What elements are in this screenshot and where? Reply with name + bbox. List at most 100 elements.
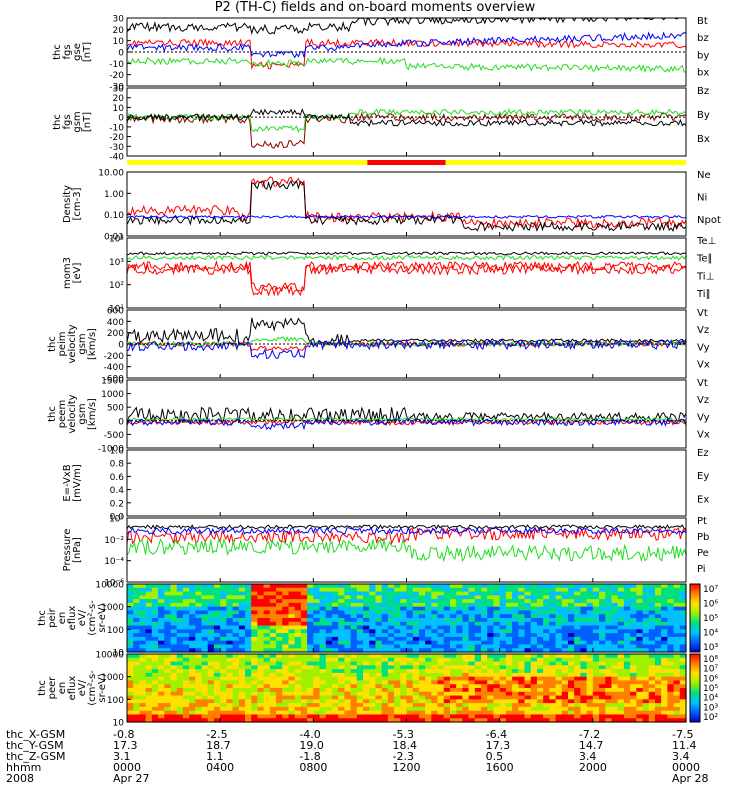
heatmap-cell — [679, 672, 687, 678]
heatmap-cell — [232, 684, 240, 689]
heatmap-cell — [182, 610, 190, 615]
heatmap-cell — [636, 676, 644, 682]
heatmap-cell — [151, 595, 159, 600]
heatmap-cell — [418, 657, 426, 663]
heatmap-cell — [567, 629, 575, 634]
heatmap-cell — [182, 614, 190, 619]
heatmap-cell — [567, 654, 575, 659]
heatmap-cell — [487, 676, 495, 682]
heatmap-cell — [456, 695, 463, 700]
heatmap-cell — [636, 629, 644, 634]
heatmap-cell — [493, 665, 501, 670]
heatmap-cell — [456, 602, 463, 608]
heatmap-cell — [313, 684, 321, 689]
heatmap-cell — [530, 591, 538, 596]
heatmap-cell — [158, 648, 165, 653]
svg-text:peir: peir — [47, 607, 58, 627]
heatmap-cell — [238, 625, 246, 630]
heatmap-cell — [530, 703, 538, 708]
heatmap-cell — [325, 695, 333, 700]
heatmap-cell — [605, 599, 613, 604]
heatmap-cell — [599, 636, 606, 642]
heatmap-cell — [536, 661, 544, 666]
heatmap-cell — [518, 621, 526, 627]
heatmap-cell — [630, 591, 637, 596]
heatmap-cell — [456, 691, 463, 697]
heatmap-cell — [195, 676, 203, 682]
heatmap-cell — [195, 618, 203, 623]
heatmap-cell — [387, 688, 395, 693]
heatmap-cell — [611, 602, 619, 608]
heatmap-cell — [611, 614, 619, 619]
heatmap-cell — [679, 602, 687, 608]
heatmap-cell — [536, 610, 544, 615]
heatmap-cell — [661, 718, 668, 723]
heatmap-cell — [636, 595, 644, 600]
heatmap-cell — [245, 680, 252, 685]
heatmap-cell — [182, 699, 190, 704]
heatmap-cell — [449, 657, 457, 663]
heatmap-cell — [524, 684, 532, 689]
heatmap-cell — [300, 714, 308, 719]
heatmap-cell — [567, 672, 575, 678]
heatmap-cell — [499, 661, 507, 666]
heatmap-cell — [605, 706, 613, 712]
y-tick-label: 1.00 — [104, 190, 124, 200]
heatmap-cell — [282, 629, 290, 634]
heatmap-cell — [667, 595, 675, 600]
heatmap-cell — [307, 665, 314, 670]
heatmap-cell — [158, 640, 165, 646]
heatmap-cell — [536, 710, 544, 716]
heatmap-cell — [331, 710, 339, 716]
heatmap-cell — [381, 636, 389, 642]
heatmap-cell — [543, 654, 550, 659]
heatmap-cell — [667, 654, 675, 659]
heatmap-cell — [530, 676, 538, 682]
heatmap-cell — [207, 644, 215, 649]
heatmap-cell — [331, 684, 339, 689]
heatmap-cell — [654, 587, 662, 593]
heatmap-cell — [145, 636, 153, 642]
panel-2 — [127, 160, 686, 165]
heatmap-cell — [431, 684, 439, 689]
heatmap-cell — [164, 584, 172, 589]
heatmap-cell — [170, 618, 178, 623]
heatmap-cell — [307, 669, 314, 674]
heatmap-cell — [406, 587, 414, 593]
heatmap-cell — [567, 691, 575, 697]
heatmap-cell — [462, 648, 470, 653]
ephemeris-value-y: 14.7 — [578, 739, 604, 752]
heatmap-cell — [636, 621, 644, 627]
heatmap-cell — [406, 684, 414, 689]
heatmap-cell — [412, 661, 420, 666]
heatmap-cell — [300, 718, 308, 723]
heatmap-cell — [127, 610, 134, 615]
heatmap-cell — [226, 661, 234, 666]
heatmap-cell — [418, 710, 426, 716]
heatmap-cell — [325, 718, 333, 723]
heatmap-cell — [151, 699, 159, 704]
heatmap-cell — [561, 684, 569, 689]
heatmap-cell — [207, 599, 215, 604]
heatmap-cell — [195, 587, 203, 593]
heatmap-cell — [363, 636, 370, 642]
heatmap-cell — [164, 602, 172, 608]
heatmap-cell — [443, 688, 451, 693]
heatmap-cell — [518, 688, 526, 693]
heatmap-cell — [468, 695, 476, 700]
heatmap-cell — [344, 665, 352, 670]
heatmap-cell — [499, 625, 507, 630]
heatmap-cell — [213, 669, 221, 674]
legend-entry: Te⊥ — [696, 236, 716, 247]
heatmap-cell — [232, 648, 240, 653]
heatmap-cell — [294, 657, 302, 663]
heatmap-cell — [189, 610, 196, 615]
heatmap-cell — [350, 703, 358, 708]
heatmap-cell — [462, 714, 470, 719]
heatmap-cell — [617, 676, 625, 682]
heatmap-cell — [325, 621, 333, 627]
heatmap-cell — [481, 648, 488, 653]
heatmap-cell — [282, 669, 290, 674]
heatmap-cell — [642, 644, 650, 649]
heatmap-cell — [145, 676, 153, 682]
